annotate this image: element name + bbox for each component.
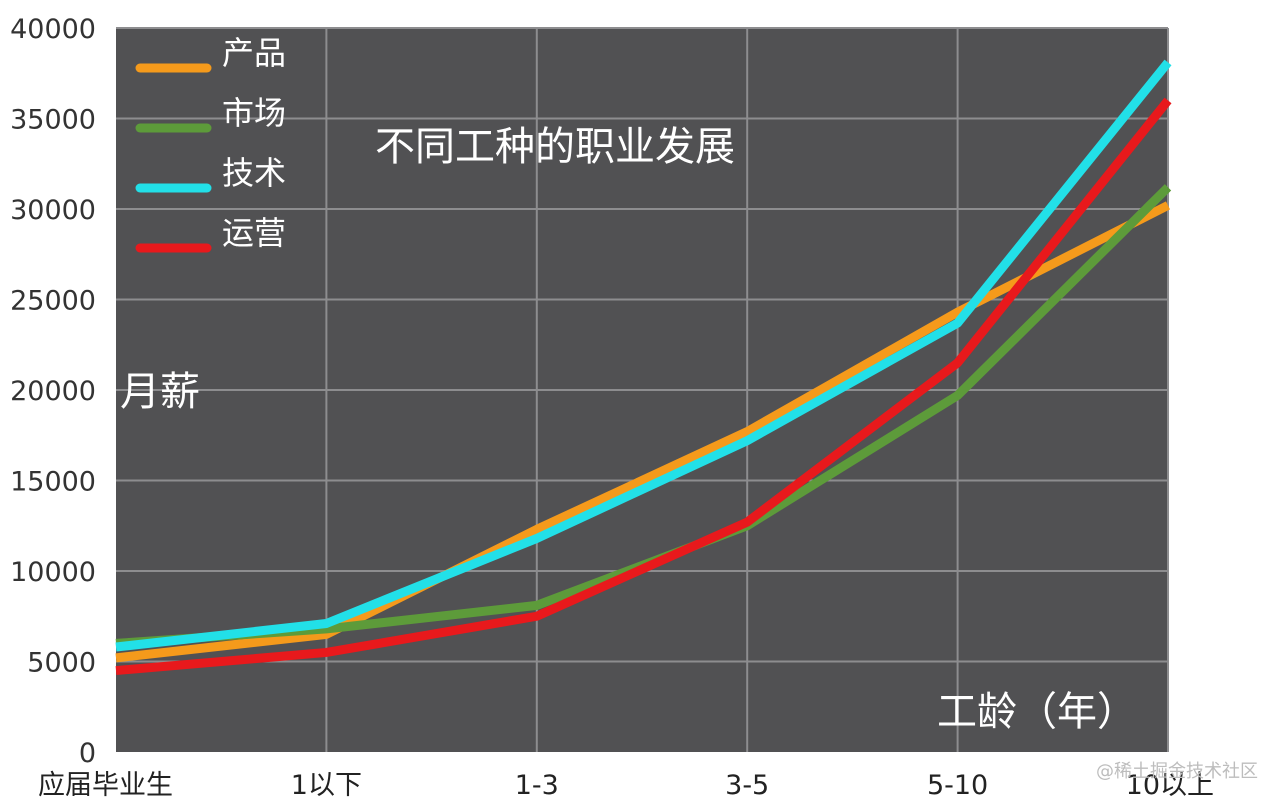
y-tick-label: 5000 — [27, 648, 96, 679]
y-tick-label: 25000 — [10, 286, 96, 317]
y-tick-label: 10000 — [10, 557, 96, 588]
y-tick-label: 20000 — [10, 376, 96, 407]
series-line-技术 — [115, 59, 1172, 652]
x-tick-label: 1-3 — [515, 770, 559, 801]
series-lines — [115, 59, 1172, 676]
y-tick-label: 15000 — [10, 467, 96, 498]
x-tick-label: 3-5 — [725, 770, 769, 801]
x-tick-label: 应届毕业生 — [38, 770, 173, 801]
chart-title: 不同工种的职业发展 — [375, 124, 735, 170]
y-axis-ticks: 0 5000 10000 15000 20000 25000 30000 35000 40000 — [10, 14, 96, 769]
y-tick-label: 30000 — [10, 195, 96, 226]
legend-label: 市场 — [222, 94, 286, 132]
y-tick-label: 40000 — [10, 14, 96, 45]
x-tick-label: 1以下 — [291, 770, 362, 801]
series-line-运营 — [115, 97, 1172, 676]
x-axis-label: 工龄（年） — [937, 689, 1137, 735]
legend-label: 运营 — [222, 214, 286, 252]
y-axis-label: 月薪 — [120, 369, 200, 415]
legend-label: 产品 — [222, 34, 286, 72]
legend-label: 技术 — [222, 154, 286, 192]
x-tick-label: 5-10 — [927, 770, 988, 801]
x-axis-ticks: 应届毕业生 1以下 1-3 3-5 5-10 10以上 — [38, 770, 1214, 801]
y-tick-label: 35000 — [10, 105, 96, 136]
series-line-产品 — [115, 201, 1171, 663]
y-tick-label: 0 — [79, 738, 96, 769]
watermark: @稀土掘金技术社区 — [1096, 761, 1258, 782]
x-tick-label: 10以上 — [1126, 770, 1214, 801]
